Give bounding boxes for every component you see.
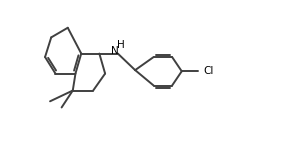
Text: H: H — [118, 41, 125, 51]
Text: N: N — [111, 46, 119, 56]
Text: Cl: Cl — [204, 66, 214, 76]
